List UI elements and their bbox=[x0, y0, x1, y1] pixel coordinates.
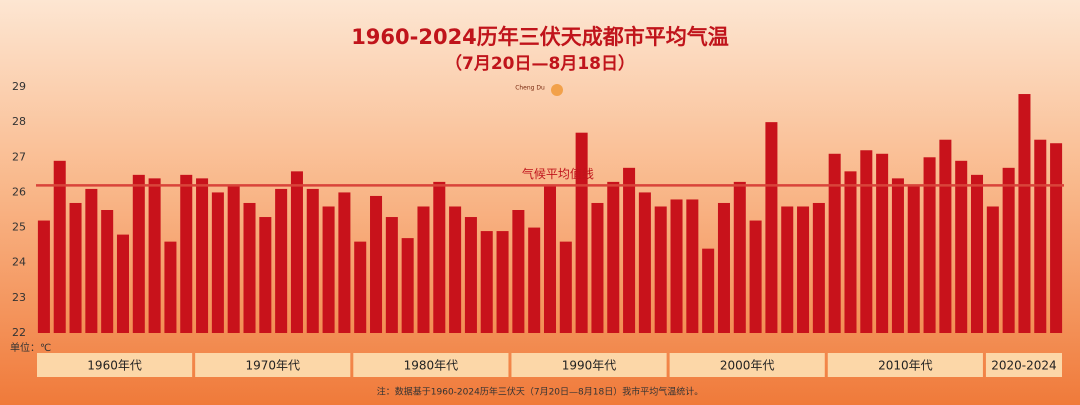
logo-icon bbox=[551, 84, 563, 96]
bar bbox=[417, 206, 430, 333]
bar bbox=[749, 220, 762, 333]
bar bbox=[528, 227, 541, 333]
y-tick-label: 25 bbox=[12, 221, 26, 234]
bar bbox=[69, 202, 82, 333]
chart-title: 1960-2024历年三伏天成都市平均气温 bbox=[351, 25, 729, 49]
y-tick-label: 26 bbox=[12, 185, 26, 198]
bar bbox=[259, 217, 272, 333]
bar bbox=[290, 171, 303, 333]
bar bbox=[907, 185, 920, 333]
logo-text: Cheng Du bbox=[515, 85, 545, 92]
group-box bbox=[511, 353, 667, 377]
bar bbox=[37, 220, 50, 333]
bar bbox=[812, 202, 825, 333]
bar bbox=[623, 167, 636, 333]
bar bbox=[464, 217, 477, 333]
bar bbox=[591, 202, 604, 333]
bar bbox=[923, 157, 936, 333]
bar bbox=[116, 234, 129, 333]
bar bbox=[401, 238, 414, 333]
bar bbox=[702, 248, 715, 333]
bar bbox=[860, 150, 873, 333]
bar bbox=[939, 139, 952, 333]
bar bbox=[686, 199, 699, 333]
reference-label: 气候平均值线 bbox=[522, 166, 594, 181]
bar bbox=[370, 195, 383, 333]
bar bbox=[385, 217, 398, 333]
bar bbox=[1018, 94, 1031, 334]
y-tick-label: 24 bbox=[12, 256, 26, 269]
bar bbox=[180, 174, 193, 333]
bar bbox=[449, 206, 462, 333]
bar bbox=[1002, 167, 1015, 333]
group-label: 1990年代 bbox=[562, 359, 617, 373]
bar bbox=[164, 241, 177, 333]
y-tick-label: 27 bbox=[12, 150, 26, 163]
bar bbox=[986, 206, 999, 333]
bar bbox=[227, 185, 240, 333]
bar bbox=[1034, 139, 1047, 333]
unit-label: 单位：℃ bbox=[10, 341, 51, 354]
bar bbox=[53, 160, 66, 333]
group-box bbox=[37, 353, 193, 377]
bar bbox=[338, 192, 351, 333]
bar bbox=[797, 206, 810, 333]
bar bbox=[971, 174, 984, 333]
bar bbox=[876, 153, 889, 333]
bar bbox=[322, 206, 335, 333]
bar bbox=[781, 206, 794, 333]
group-label: 1960年代 bbox=[87, 359, 142, 373]
bar bbox=[733, 181, 746, 333]
group-label: 2010年代 bbox=[878, 359, 933, 373]
y-tick-label: 28 bbox=[12, 115, 26, 128]
bar bbox=[828, 153, 841, 333]
bar bbox=[559, 241, 572, 333]
bar bbox=[543, 185, 557, 333]
bar bbox=[148, 178, 161, 333]
bar bbox=[101, 210, 114, 333]
y-tick-label: 23 bbox=[12, 291, 26, 304]
bar bbox=[575, 132, 588, 333]
group-label: 2000年代 bbox=[720, 359, 775, 373]
bar bbox=[196, 178, 209, 333]
bar bbox=[844, 171, 857, 333]
bar bbox=[480, 231, 493, 333]
bar bbox=[85, 188, 98, 333]
bar bbox=[243, 202, 256, 333]
y-tick-label: 29 bbox=[12, 80, 26, 93]
bar bbox=[955, 160, 968, 333]
bar bbox=[1050, 143, 1063, 333]
footnote: 注：数据基于1960-2024历年三伏天（7月20日—8月18日）我市平均气温统… bbox=[377, 386, 703, 398]
bar bbox=[891, 178, 904, 333]
bar bbox=[638, 192, 651, 333]
bar bbox=[717, 202, 730, 333]
group-box bbox=[195, 353, 351, 377]
group-box bbox=[985, 353, 1062, 377]
bar bbox=[275, 188, 288, 333]
group-box bbox=[827, 353, 983, 377]
bar bbox=[765, 122, 778, 334]
bar bbox=[354, 241, 367, 333]
bar bbox=[132, 174, 145, 333]
bar bbox=[211, 192, 224, 333]
group-label: 2020-2024 bbox=[991, 359, 1056, 373]
bar bbox=[512, 210, 525, 333]
bar bbox=[306, 188, 319, 333]
bar bbox=[607, 181, 620, 333]
bar bbox=[654, 206, 667, 333]
bar bbox=[433, 181, 446, 333]
group-box bbox=[669, 353, 825, 377]
bar bbox=[670, 199, 683, 333]
chart-subtitle: （7月20日—8月18日） bbox=[445, 53, 635, 74]
group-box bbox=[353, 353, 509, 377]
group-label: 1970年代 bbox=[245, 359, 300, 373]
group-label: 1980年代 bbox=[404, 359, 459, 373]
bar bbox=[496, 231, 509, 333]
y-tick-label: 22 bbox=[12, 326, 26, 339]
